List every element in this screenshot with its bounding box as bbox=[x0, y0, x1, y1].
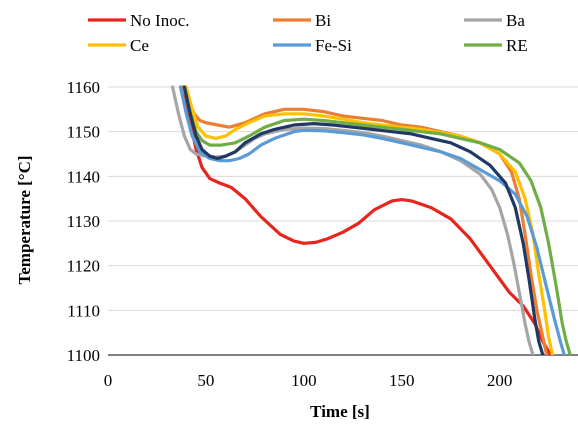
x-axis-ticks: 0 50 100 150 200 bbox=[104, 371, 513, 390]
grid bbox=[108, 86, 578, 356]
y-tick-label: 1110 bbox=[67, 301, 100, 320]
y-tick-label: 1140 bbox=[67, 167, 100, 186]
y-tick-label: 1130 bbox=[67, 212, 100, 231]
x-tick-label: 100 bbox=[291, 371, 317, 390]
legend-label: Ba bbox=[506, 11, 525, 30]
legend: No Inoc. Bi Ba Ce Fe-Si RE bbox=[88, 11, 528, 55]
y-tick-label: 1160 bbox=[67, 78, 100, 97]
y-tick-label: 1120 bbox=[67, 257, 100, 276]
series-line bbox=[178, 85, 566, 355]
x-tick-label: 150 bbox=[389, 371, 415, 390]
series-line bbox=[182, 85, 572, 355]
y-axis-ticks: 1100 1110 1120 1130 1140 1150 1160 bbox=[67, 78, 100, 365]
legend-label: Bi bbox=[315, 11, 331, 30]
y-tick-label: 1100 bbox=[67, 346, 100, 365]
legend-label: Ce bbox=[130, 36, 149, 55]
x-axis-title: Time [s] bbox=[310, 402, 370, 421]
y-tick-label: 1150 bbox=[67, 123, 100, 142]
x-tick-label: 200 bbox=[487, 371, 513, 390]
x-tick-label: 0 bbox=[104, 371, 113, 390]
legend-label: RE bbox=[506, 36, 528, 55]
series-line bbox=[180, 85, 553, 355]
series-line bbox=[184, 85, 555, 355]
legend-label: Fe-Si bbox=[315, 36, 352, 55]
legend-label: No Inoc. bbox=[130, 11, 189, 30]
series-line bbox=[182, 85, 545, 355]
y-axis-title: Temperature [°C] bbox=[15, 155, 34, 284]
series-line bbox=[180, 85, 549, 355]
series-lines bbox=[171, 85, 572, 355]
x-tick-label: 50 bbox=[197, 371, 214, 390]
